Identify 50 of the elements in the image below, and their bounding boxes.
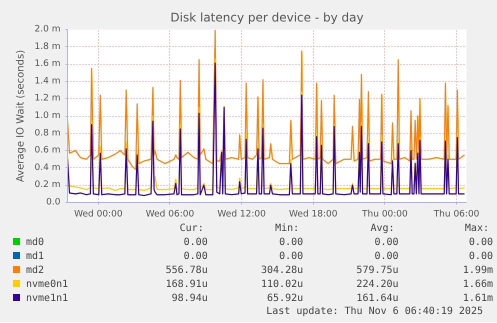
text: 168.91u xyxy=(164,278,209,292)
y-tick-label: 0.8 m xyxy=(34,128,61,138)
y-axis-title: Average IO Wait (seconds) xyxy=(16,50,27,182)
legend-label: md2 xyxy=(25,264,46,278)
x-tick-label: Wed 06:00 xyxy=(146,210,194,220)
y-tick-label: 1.2 m xyxy=(34,94,61,104)
y-tick-label: 0.2 m xyxy=(34,180,61,190)
legend-label: nvme0n1 xyxy=(25,278,70,292)
text: 0.00 xyxy=(468,250,494,264)
y-tick-label: 0.0 xyxy=(46,198,61,208)
text: 98.94u xyxy=(170,292,209,306)
x-tick-label: Wed 12:00 xyxy=(217,210,266,220)
x-tick-label: Wed 18:00 xyxy=(289,210,338,220)
text: 0.00 xyxy=(373,250,400,264)
text: 0.00 xyxy=(468,236,494,250)
x-tick-label: Thu 06:00 xyxy=(432,210,480,220)
x-tick-label: Thu 00:00 xyxy=(361,210,408,220)
text: Max: xyxy=(464,222,490,236)
text: 1.99m xyxy=(462,264,494,278)
text: 224.20u xyxy=(355,278,400,292)
y-tick-label: 1.0 m xyxy=(34,111,61,121)
text: 0.00 xyxy=(373,236,400,250)
text: 0.00 xyxy=(278,250,304,264)
chart-title: Disk latency per device - by day xyxy=(170,10,364,24)
text: 556.78u xyxy=(164,264,209,278)
text: 579.75u xyxy=(355,264,400,278)
legend-label: md0 xyxy=(25,236,46,250)
line-series xyxy=(68,30,466,170)
text: Avg: xyxy=(369,222,396,236)
text: 1.66m xyxy=(462,278,494,292)
text: Last update: Thu Nov 6 06:40:19 2025 xyxy=(265,306,483,318)
y-tick-label: 0.6 m xyxy=(34,146,61,156)
text: 0.00 xyxy=(182,236,209,250)
y-tick-label: 1.4 m xyxy=(34,76,61,86)
y-tick-label: 1.6 m xyxy=(34,59,61,70)
text: 110.02u xyxy=(260,278,304,292)
legend-label: nvme1n1 xyxy=(25,292,70,306)
text: 0.00 xyxy=(278,236,304,250)
text: Min: xyxy=(274,222,300,236)
text: 65.92u xyxy=(266,292,304,306)
text: 161.64u xyxy=(355,292,400,306)
text: Cur: xyxy=(178,222,205,236)
y-tick-label: 0.4 m xyxy=(34,162,61,173)
x-tick-label: Wed 00:00 xyxy=(74,210,123,220)
y-tick-label: 1.8 m xyxy=(34,42,61,52)
text: 1.61m xyxy=(462,292,494,306)
text: 0.00 xyxy=(182,250,209,264)
legend-label: md1 xyxy=(25,250,46,264)
text: 304.28u xyxy=(260,264,304,278)
y-tick-label: 2.0 m xyxy=(34,24,61,34)
